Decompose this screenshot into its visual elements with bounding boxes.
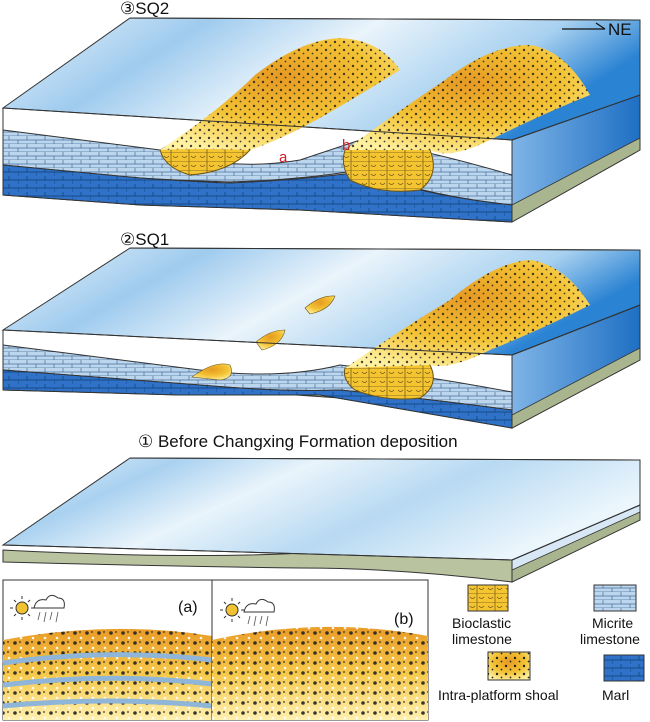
inset-b-shoal-dots xyxy=(212,626,428,720)
shoal-patch-small-2 xyxy=(255,329,286,351)
panel-label-sq1: ②SQ1 xyxy=(120,230,169,249)
panel-sq1: ②SQ1 xyxy=(1,230,641,429)
rain-cloud-icon xyxy=(243,598,275,627)
panel-outline-back xyxy=(129,17,641,150)
legend-bioclastic: Bioclastic limestone xyxy=(452,584,512,647)
inset-a-band-3 xyxy=(2,698,213,709)
inset-a: (a) xyxy=(2,579,213,721)
shoal-patch-small-1 xyxy=(191,363,232,381)
rain-cloud-icon xyxy=(33,594,65,623)
panel-before: ① Before Changxing Formation deposition xyxy=(1,432,641,583)
legend-marl: Marl xyxy=(602,654,645,703)
legend-micrite: Micrite limestone xyxy=(580,584,640,647)
inset-b-label: (b) xyxy=(394,611,414,628)
shoal-patch-small-3 xyxy=(304,295,336,315)
marl-front xyxy=(2,164,513,223)
panel-label-before: ① Before Changxing Formation deposition xyxy=(138,432,458,451)
shoal-mound-sq1-right-dots xyxy=(345,260,590,368)
panel-outline-back xyxy=(129,247,641,360)
inset-a-label: (a) xyxy=(178,599,198,616)
sun-icon xyxy=(10,596,34,620)
inset-a-band-2 xyxy=(2,675,213,688)
north-east-label: NE xyxy=(608,20,632,39)
marker-a: a xyxy=(279,149,288,166)
marker-b: b xyxy=(342,137,350,154)
legend-shoal: Intra-platform shoal xyxy=(438,651,559,703)
shoal-mound-sq2-right-dots xyxy=(345,45,590,154)
inset-b: (b) xyxy=(211,579,429,721)
inset-a-shoal-dots xyxy=(3,628,212,720)
legend-shoal-label: Intra-platform shoal xyxy=(438,687,559,703)
legend: Bioclastic limestone Micrite limestone I… xyxy=(438,584,645,703)
sun-icon xyxy=(220,598,244,622)
legend-micrite-line-1: Micrite xyxy=(592,615,633,631)
panel-label-sq2: ③SQ2 xyxy=(120,0,169,18)
arrow-head xyxy=(595,22,606,30)
water-surface xyxy=(1,457,641,561)
legend-marl-label: Marl xyxy=(602,687,629,703)
legend-bioclastic-line-1: Bioclastic xyxy=(452,615,511,631)
legend-bioclastic-line-2: limestone xyxy=(452,631,512,647)
inset-a-band-1 xyxy=(2,652,213,666)
orientation-arrow: NE xyxy=(562,20,632,39)
panel-outline-back xyxy=(129,457,641,520)
legend-micrite-line-2: limestone xyxy=(580,631,640,647)
panel-sq2: ③SQ2 a b xyxy=(1,0,641,223)
